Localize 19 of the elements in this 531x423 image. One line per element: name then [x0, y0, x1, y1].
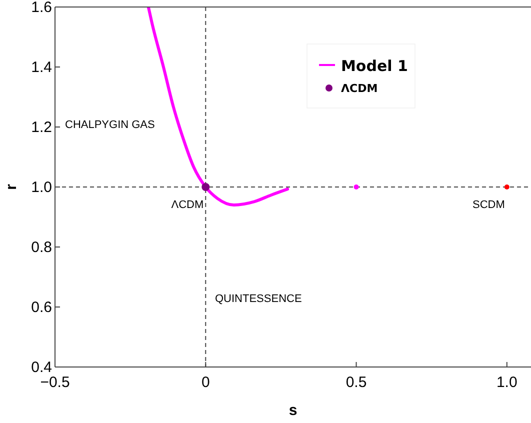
y-tick-label: 0.6 — [31, 299, 52, 316]
legend-label: ΛCDM — [341, 82, 378, 95]
y-tick-label: 0.4 — [31, 359, 52, 376]
x-tick-label: 0.5 — [346, 374, 367, 391]
x-tick-label: 0 — [201, 374, 210, 391]
legend-label: Model 1 — [341, 57, 408, 75]
y-axis-title: r — [3, 184, 20, 190]
annotation: CHALPYGIN GAS — [65, 119, 155, 131]
y-tick-label: 1.4 — [31, 59, 52, 76]
x-tick-label: −0.5 — [40, 374, 70, 391]
y-tick-label: 0.8 — [31, 239, 52, 256]
y-tick-label: 1.0 — [31, 179, 52, 196]
annotation: SCDM — [472, 199, 505, 211]
y-tick-label: 1.2 — [31, 119, 52, 136]
x-axis-title: s — [288, 402, 298, 419]
y-tick-label: 1.6 — [31, 0, 52, 16]
annotation: QUINTESSENCE — [215, 293, 302, 305]
x-tick-label: 1.0 — [496, 374, 518, 391]
annotation: ΛCDM — [171, 199, 204, 211]
